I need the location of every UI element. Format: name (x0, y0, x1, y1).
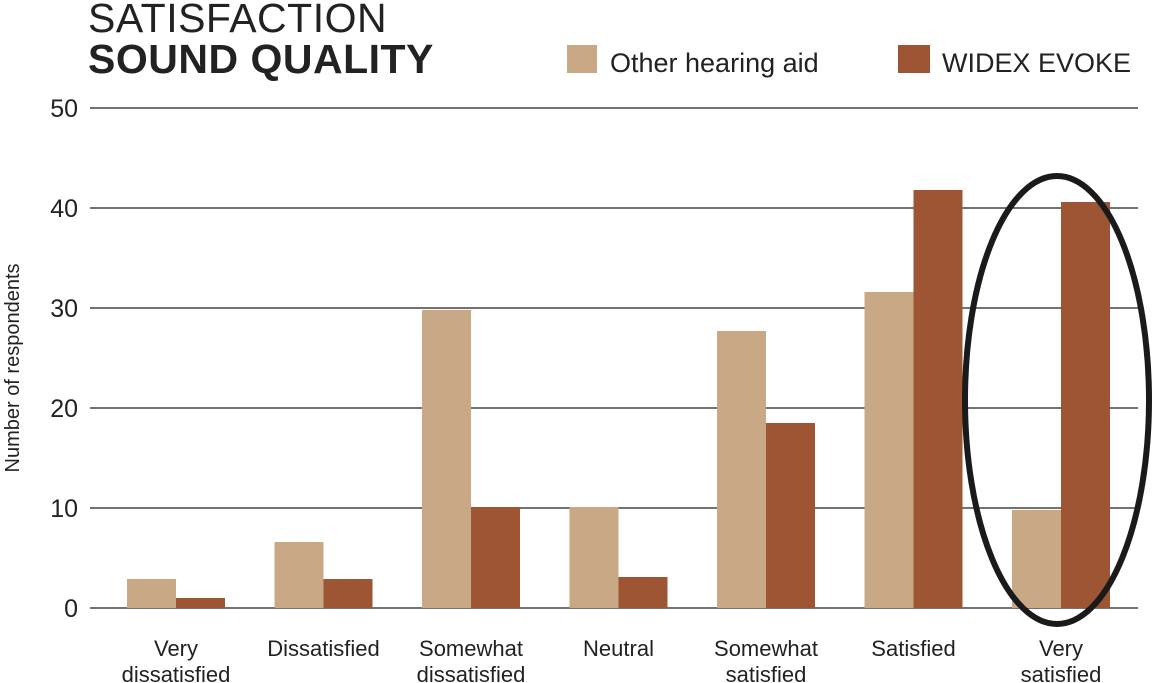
category-label-line: Dissatisfied (267, 636, 379, 661)
category-label: Somewhat dissatisfied (417, 636, 526, 683)
gridlines (90, 107, 1138, 609)
bar-widex-evoke-3 (618, 577, 668, 608)
category-label-line: Somewhat (419, 636, 523, 661)
bar-other-hearing-aid-2 (422, 310, 471, 608)
legend-label-other-hearing-aid: Other hearing aid (610, 48, 819, 78)
bar-other-hearing-aid-0 (127, 579, 176, 608)
legend: Other hearing aid WIDEX EVOKE (567, 45, 1131, 78)
bar-widex-evoke-0 (176, 598, 225, 608)
category-label: Very satisfied (1021, 636, 1102, 683)
y-tick-label: 10 (50, 495, 78, 523)
chart-title: SATISFACTION (88, 0, 387, 41)
category-label: Neutral (583, 636, 654, 661)
category-label-line: satisfied (726, 662, 807, 683)
category-label: Somewhat satisfied (714, 636, 818, 683)
bar-widex-evoke-4 (766, 423, 815, 608)
highlight (962, 173, 1152, 627)
bar-widex-evoke-6 (1061, 202, 1110, 608)
y-tick-label: 20 (50, 395, 78, 423)
bar-other-hearing-aid-3 (569, 507, 619, 608)
category-label-line: dissatisfied (122, 662, 231, 683)
category-label: Dissatisfied (267, 636, 379, 661)
y-tick-label: 0 (64, 595, 78, 623)
bar-widex-evoke-2 (471, 507, 520, 608)
category-label: Very dissatisfied (122, 636, 231, 683)
bar-other-hearing-aid-6 (1012, 510, 1061, 608)
chart-subtitle: SOUND QUALITY (88, 36, 434, 82)
category-label: Satisfied (871, 636, 955, 661)
y-axis-title: Number of respondents (2, 263, 24, 472)
y-axis-ticks: 0 10 20 30 40 50 (50, 95, 78, 623)
bar-widex-evoke-1 (323, 579, 373, 608)
highlight-ellipse (962, 173, 1152, 627)
bar-other-hearing-aid-4 (717, 331, 766, 608)
bar-other-hearing-aid-1 (274, 542, 324, 608)
category-label-line: Somewhat (714, 636, 818, 661)
category-label-line: dissatisfied (417, 662, 526, 683)
y-tick-label: 50 (50, 95, 78, 123)
bar-widex-evoke-5 (913, 190, 963, 608)
category-label-line: satisfied (1021, 662, 1102, 683)
legend-label-widex-evoke: WIDEX EVOKE (942, 48, 1131, 78)
y-tick-label: 40 (50, 195, 78, 223)
bar-other-hearing-aid-5 (864, 292, 914, 608)
category-label-line: Neutral (583, 636, 654, 661)
category-label-line: Very (1039, 636, 1083, 661)
category-label-line: Very (154, 636, 198, 661)
bars (127, 190, 1110, 608)
category-label-line: Satisfied (871, 636, 955, 661)
y-tick-label: 30 (50, 295, 78, 323)
legend-swatch-widex-evoke (898, 45, 930, 73)
legend-swatch-other-hearing-aid (567, 45, 597, 73)
